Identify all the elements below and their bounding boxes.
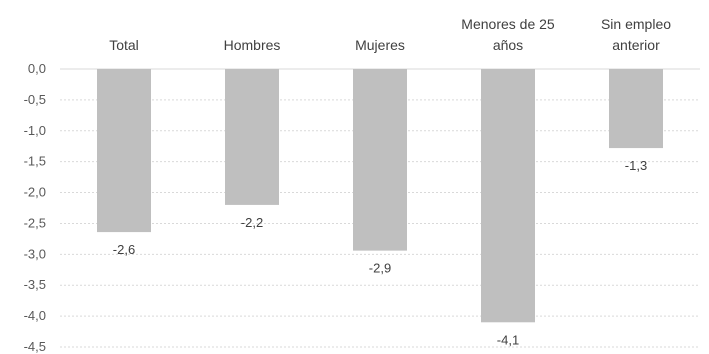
- y-axis-ticks: 0,0 -0,5 -1,0 -1,5 -2,0 -2,5 -3,0 -3,5 -4,0 -4,5: [24, 61, 46, 354]
- category-label: anterior: [612, 37, 660, 53]
- category-labels: Total Hombres Mujeres Menores de 25 años Sin …: [109, 16, 671, 53]
- y-tick-label: -2,5: [24, 215, 46, 230]
- y-tick-label: -0,5: [24, 92, 46, 107]
- category-label: años: [493, 37, 523, 53]
- bar: [609, 69, 663, 149]
- data-labels: -2,6 -2,2 -2,9 -4,1 -1,3: [113, 158, 647, 347]
- data-label: -2,6: [113, 242, 135, 257]
- bars: [97, 69, 663, 323]
- category-label: Total: [109, 37, 139, 53]
- bar: [97, 69, 151, 233]
- category-label: Menores de 25: [461, 16, 555, 32]
- y-tick-label: -4,0: [24, 308, 46, 323]
- y-tick-label: -1,0: [24, 123, 46, 138]
- category-label: Sin empleo: [601, 16, 671, 32]
- y-tick-label: -4,5: [24, 339, 46, 354]
- y-tick-label: -3,0: [24, 246, 46, 261]
- bar: [481, 69, 535, 323]
- y-tick-label: -1,5: [24, 154, 46, 169]
- category-label: Mujeres: [355, 37, 405, 53]
- category-label: Hombres: [224, 37, 281, 53]
- data-label: -1,3: [625, 158, 647, 173]
- data-label: -2,9: [369, 261, 391, 276]
- bar: [225, 69, 279, 205]
- y-tick-label: 0,0: [28, 61, 46, 76]
- y-tick-label: -3,5: [24, 277, 46, 292]
- bar: [353, 69, 407, 251]
- y-tick-label: -2,0: [24, 185, 46, 200]
- data-label: -2,2: [241, 215, 263, 230]
- data-label: -4,1: [497, 332, 519, 347]
